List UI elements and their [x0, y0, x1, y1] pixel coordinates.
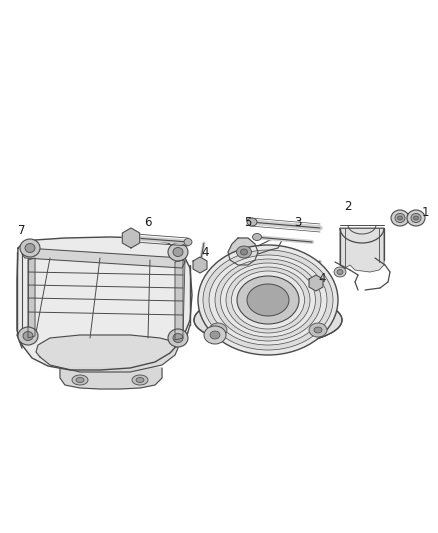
- Polygon shape: [228, 238, 258, 265]
- Ellipse shape: [132, 375, 148, 385]
- Ellipse shape: [184, 238, 192, 246]
- Ellipse shape: [76, 377, 84, 383]
- Ellipse shape: [203, 250, 333, 350]
- Ellipse shape: [247, 218, 257, 226]
- Ellipse shape: [209, 323, 227, 337]
- Text: 4: 4: [318, 271, 326, 285]
- Ellipse shape: [214, 327, 222, 333]
- Ellipse shape: [232, 271, 304, 329]
- Ellipse shape: [25, 244, 35, 253]
- Ellipse shape: [20, 239, 40, 257]
- Polygon shape: [122, 228, 140, 248]
- Ellipse shape: [204, 326, 226, 344]
- Ellipse shape: [168, 243, 188, 261]
- Ellipse shape: [391, 210, 409, 226]
- Ellipse shape: [411, 214, 421, 222]
- Polygon shape: [36, 335, 178, 372]
- Polygon shape: [175, 260, 183, 340]
- Ellipse shape: [395, 214, 405, 222]
- Polygon shape: [28, 258, 35, 338]
- Ellipse shape: [72, 375, 88, 385]
- Ellipse shape: [226, 267, 310, 333]
- Text: 7: 7: [18, 223, 26, 237]
- Ellipse shape: [220, 263, 315, 337]
- Polygon shape: [60, 368, 162, 389]
- Ellipse shape: [247, 284, 289, 316]
- Ellipse shape: [398, 216, 403, 220]
- Ellipse shape: [309, 323, 327, 337]
- Ellipse shape: [173, 247, 183, 256]
- Text: 2: 2: [344, 200, 352, 214]
- Ellipse shape: [237, 246, 251, 258]
- Ellipse shape: [314, 327, 322, 333]
- Ellipse shape: [337, 270, 343, 274]
- Ellipse shape: [210, 331, 220, 339]
- Ellipse shape: [252, 233, 261, 240]
- Ellipse shape: [240, 249, 247, 255]
- Ellipse shape: [18, 327, 38, 345]
- Text: 6: 6: [144, 215, 152, 229]
- Ellipse shape: [334, 267, 346, 277]
- Text: 1: 1: [421, 206, 429, 220]
- Ellipse shape: [413, 216, 418, 220]
- Text: 4: 4: [201, 246, 209, 259]
- Ellipse shape: [215, 259, 321, 341]
- Ellipse shape: [237, 276, 299, 324]
- Polygon shape: [340, 228, 384, 272]
- Ellipse shape: [209, 255, 327, 345]
- Ellipse shape: [168, 329, 188, 347]
- Ellipse shape: [198, 245, 338, 355]
- Ellipse shape: [194, 295, 342, 345]
- Text: 5: 5: [244, 215, 252, 229]
- Ellipse shape: [136, 377, 144, 383]
- Ellipse shape: [173, 334, 183, 343]
- Polygon shape: [193, 257, 207, 273]
- Polygon shape: [309, 275, 323, 291]
- Ellipse shape: [407, 210, 425, 226]
- Ellipse shape: [23, 332, 33, 341]
- Polygon shape: [22, 248, 185, 268]
- Polygon shape: [17, 237, 192, 370]
- Text: 3: 3: [294, 215, 302, 229]
